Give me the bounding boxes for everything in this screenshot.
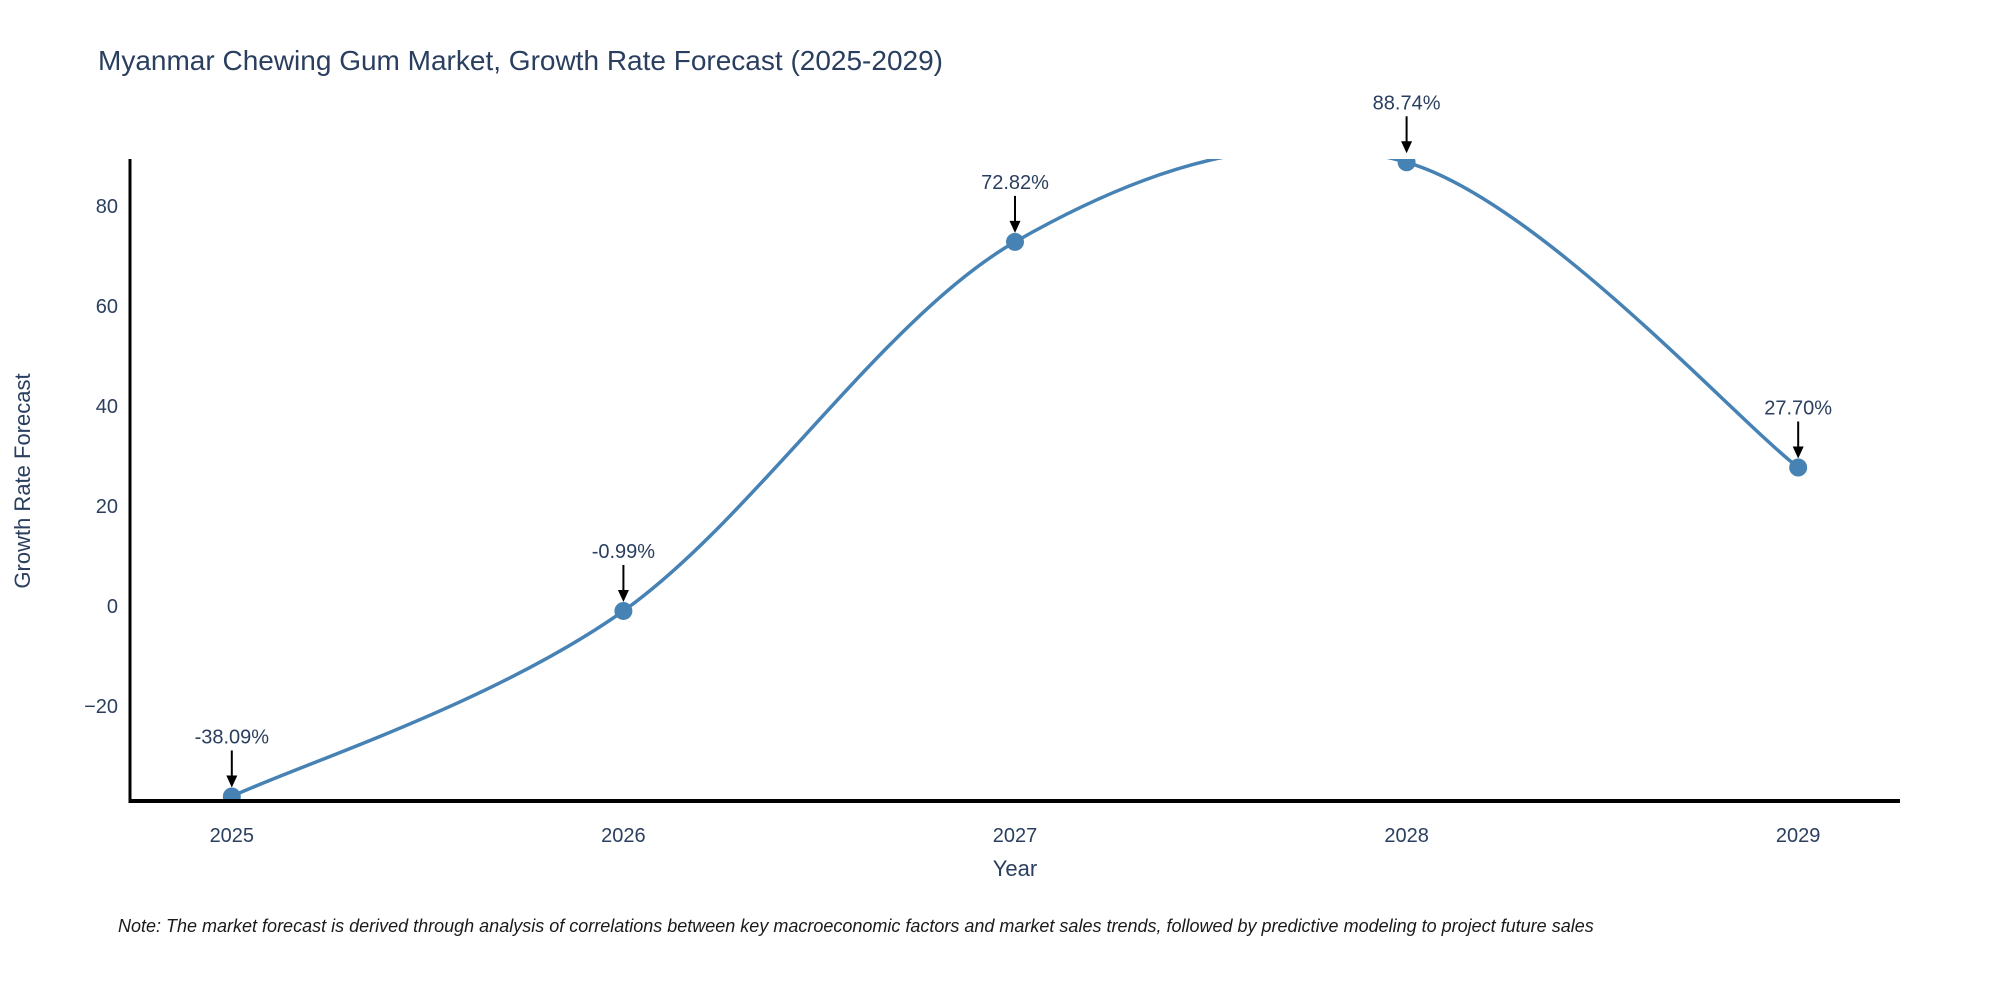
- y-tick-label: 60: [96, 296, 118, 318]
- point-annotation-label: -0.99%: [592, 541, 656, 563]
- x-tick-label: 2029: [1776, 825, 1821, 847]
- point-annotation-label: 27.70%: [1764, 398, 1832, 420]
- annotation-arrowhead-icon: [1792, 446, 1804, 459]
- y-tick-label: −20: [84, 696, 118, 718]
- point-annotation-label: -38.09%: [195, 726, 270, 748]
- chart-title: Myanmar Chewing Gum Market, Growth Rate …: [98, 45, 943, 76]
- data-point-2026: [614, 601, 633, 620]
- x-tick-label: 2026: [601, 825, 646, 847]
- data-point-2028: [1397, 159, 1416, 172]
- x-tick-label: 2025: [210, 825, 255, 847]
- y-tick-label: 80: [96, 196, 118, 218]
- y-tick-label: 40: [96, 396, 118, 418]
- annotation-arrowhead-icon: [1401, 141, 1413, 154]
- annotation-arrowhead-icon: [617, 589, 629, 602]
- x-tick-label: 2028: [1384, 825, 1429, 847]
- plot-area: [222, 159, 1808, 802]
- data-point-2029: [1789, 458, 1808, 477]
- x-axis-title: Year: [993, 856, 1037, 881]
- footnote: Note: The market forecast is derived thr…: [118, 916, 1594, 936]
- y-tick-label: 20: [96, 496, 118, 518]
- point-annotation-label: 88.74%: [1373, 92, 1441, 114]
- annotation-arrowhead-icon: [1009, 220, 1021, 233]
- x-tick-label: 2027: [993, 825, 1038, 847]
- y-tick-label: 0: [107, 596, 118, 618]
- point-annotation-label: 72.82%: [981, 172, 1049, 194]
- y-axis-title: Growth Rate Forecast: [10, 373, 35, 588]
- annotation-arrowhead-icon: [226, 775, 238, 788]
- data-point-2027: [1006, 232, 1024, 251]
- data-point-2025: [222, 787, 241, 802]
